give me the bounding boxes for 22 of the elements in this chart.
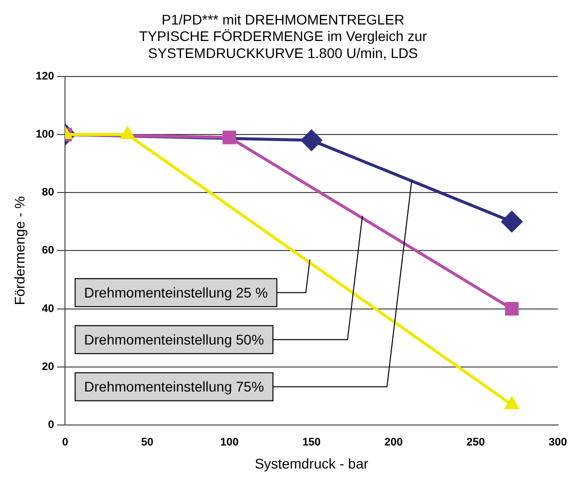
x-tick-label: 100	[220, 436, 239, 449]
x-axis-title: Systemdruck - bar	[254, 455, 369, 472]
annotation: Drehmomenteinstellung 50%	[84, 332, 264, 348]
y-tick-label: 100	[36, 128, 54, 141]
y-axis-title: Fördermenge - %	[11, 196, 28, 306]
annotation: Drehmomenteinstellung 25 %	[84, 284, 268, 300]
y-tick-label: 40	[42, 302, 54, 315]
x-tick-label: 50	[141, 436, 154, 449]
x-tick-label: 150	[302, 436, 321, 449]
y-tick-label: 80	[42, 186, 54, 199]
x-tick-label: 200	[384, 436, 403, 449]
y-tick-label: 0	[48, 419, 54, 432]
x-tick-label: 0	[62, 436, 68, 449]
text: TYPISCHE FÖRDERMENGE im Vergleich zur	[139, 28, 427, 44]
annotation: Drehmomenteinstellung 75%	[84, 378, 264, 395]
y-tick-label: 60	[42, 244, 54, 257]
y-tick-label: 120	[36, 70, 54, 82]
x-tick-label: 300	[548, 436, 568, 449]
text: SYSTEMDRUCKKURVE 1.800 U/min, LDS	[148, 44, 418, 61]
x-tick-label: 250	[466, 436, 485, 449]
y-tick-label: 20	[42, 360, 54, 373]
text: P1/PD*** mit DREHMOMENTREGLER	[162, 11, 404, 28]
